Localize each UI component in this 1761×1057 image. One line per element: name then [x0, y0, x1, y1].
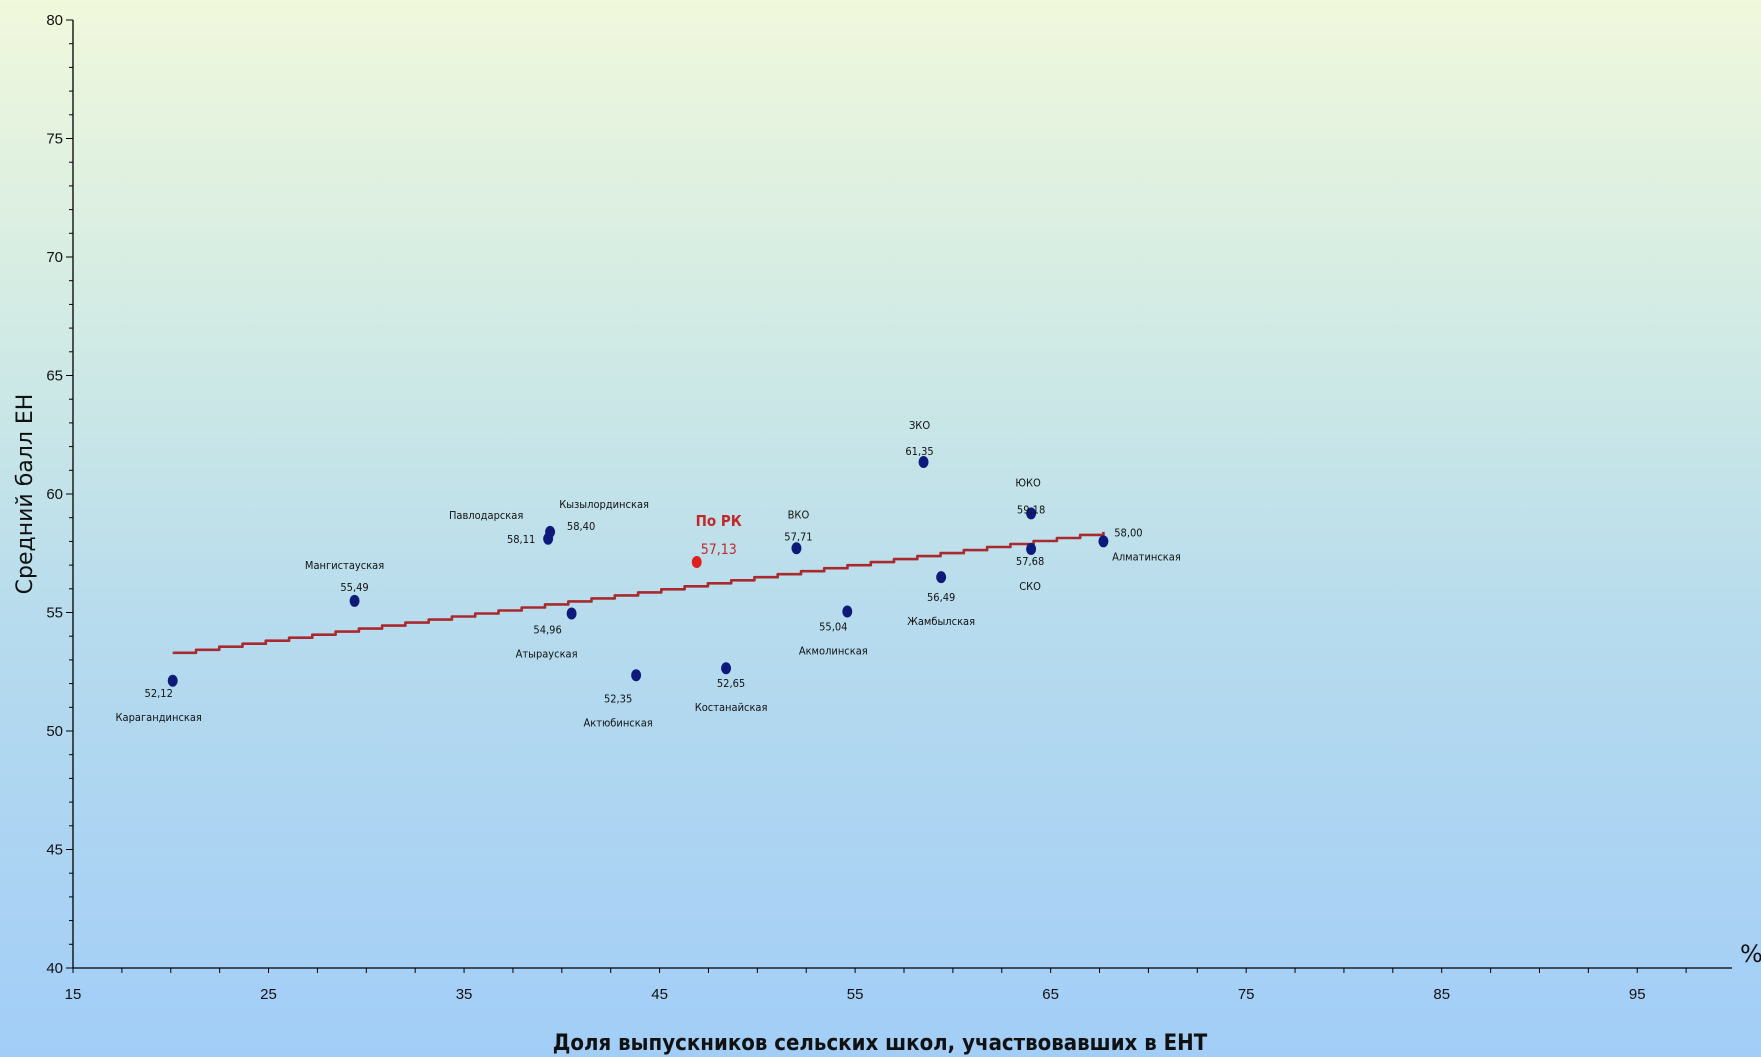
point-value-label: 58,40 — [567, 520, 595, 533]
y-tick-label: 55 — [46, 605, 63, 622]
point-name-label: СКО — [1019, 580, 1041, 593]
point-marker — [545, 525, 556, 538]
x-tick-label: 65 — [1042, 986, 1059, 1003]
points-layer — [167, 456, 1109, 687]
y-tick-label: 60 — [46, 486, 63, 503]
point-value-label: 52,12 — [145, 687, 173, 700]
point-value-label: 52,35 — [604, 692, 632, 705]
point-name-label: По РК — [696, 512, 742, 530]
y-tick-label: 50 — [46, 723, 63, 740]
y-tick-label: 70 — [46, 249, 63, 266]
x-tick-label: 75 — [1238, 986, 1255, 1003]
x-tick-label: 85 — [1433, 986, 1450, 1003]
x-axis-title: Доля выпускников сельских школ, участвов… — [553, 1031, 1208, 1056]
x-tick-label: 95 — [1629, 986, 1646, 1003]
point-marker — [721, 662, 732, 675]
y-tick-label: 45 — [46, 842, 63, 859]
point-value-label: 57,13 — [701, 542, 737, 558]
point-value-label: 56,49 — [927, 591, 955, 604]
point-value-label: 58,11 — [507, 533, 535, 546]
point-name-label: Карагандинская — [116, 711, 202, 724]
point-marker — [1026, 507, 1037, 520]
labels-layer: 52,12 Карагандинская 55,49 Мангистауская 58,… — [116, 419, 1181, 729]
point-value-label: 57,71 — [784, 530, 812, 543]
point-value-label: 52,65 — [717, 677, 745, 690]
point-name-label: ВКО — [788, 508, 810, 521]
point-name-label: ЗКО — [909, 419, 930, 432]
y-tick-label: 65 — [46, 368, 63, 385]
axes: 40 45 50 55 60 65 70 75 80 15 25 35 45 55 65 75 85 95 — [46, 12, 1732, 1003]
point-marker — [842, 605, 853, 618]
y-tick-label: 80 — [46, 12, 63, 29]
point-value-label: 55,04 — [819, 621, 847, 634]
point-marker — [566, 607, 577, 620]
y-axis-title: Средний балл ЕН — [13, 394, 38, 595]
point-name-label: Атырауская — [516, 647, 578, 660]
x-tick-label: 55 — [847, 986, 864, 1003]
point-marker — [936, 571, 947, 584]
point-marker — [631, 669, 642, 682]
point-marker — [1026, 542, 1037, 555]
trendline-layer — [172, 531, 1105, 655]
y-tick-label: 75 — [46, 131, 63, 148]
y-tick-label: 40 — [46, 960, 63, 977]
point-marker — [918, 456, 929, 469]
point-name-label: Павлодарская — [449, 509, 523, 522]
point-marker — [1098, 535, 1109, 548]
point-name-label: ЮКО — [1015, 476, 1041, 489]
x-tick-label: 45 — [651, 986, 668, 1003]
point-value-label: 54,96 — [533, 623, 561, 636]
point-name-label: Актюбинская — [583, 716, 652, 729]
point-name-label: Жамбылская — [907, 615, 975, 628]
point-value-label: 59,18 — [1017, 503, 1045, 516]
point-name-label: Алматинская — [1112, 550, 1181, 563]
point-marker — [167, 674, 178, 687]
x-tick-label: 15 — [65, 986, 82, 1003]
x-tick-label: 35 — [456, 986, 473, 1003]
point-name-label: Кызылординская — [559, 498, 649, 511]
x-unit-label: % — [1740, 940, 1761, 968]
trendline — [172, 531, 1105, 655]
point-value-label: 61,35 — [905, 445, 933, 458]
point-name-label: Мангистауская — [305, 559, 384, 572]
point-value-label: 58,00 — [1114, 526, 1142, 539]
point-value-label: 55,49 — [340, 581, 368, 594]
point-marker — [791, 542, 802, 555]
point-value-label: 57,68 — [1016, 555, 1044, 568]
point-name-label: Акмолинская — [799, 645, 868, 658]
point-name-label: Костанайская — [695, 701, 768, 714]
point-marker-highlight — [691, 556, 702, 569]
point-marker — [349, 594, 360, 607]
x-tick-label: 25 — [260, 986, 277, 1003]
